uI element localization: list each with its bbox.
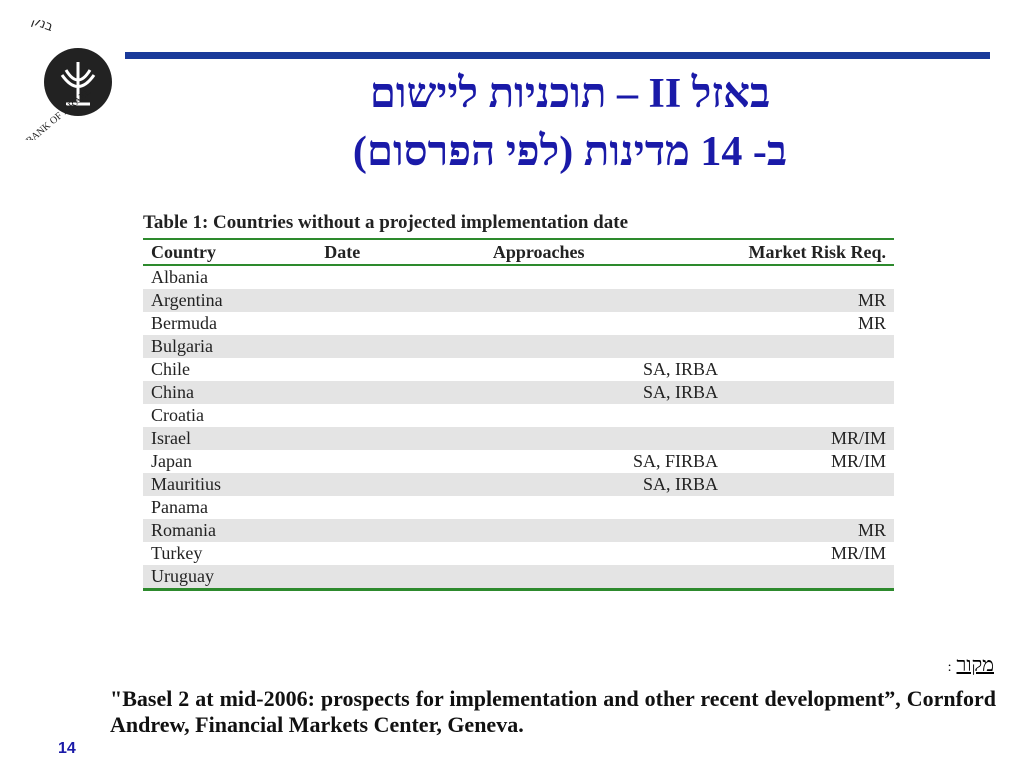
column-header: Date <box>316 238 485 266</box>
table-cell <box>485 312 726 335</box>
table-cell <box>726 358 894 381</box>
table-cell: SA, IRBA <box>484 381 726 404</box>
table-cell: MR/IM <box>830 451 886 471</box>
table-cell <box>726 265 894 289</box>
table-cell: MR/IM <box>830 543 886 563</box>
table-caption: Table 1: Countries without a projected i… <box>143 212 629 233</box>
table-cell: Bermuda <box>151 313 217 333</box>
table-cell: Chile <box>151 359 190 379</box>
table-cell <box>485 496 726 519</box>
table-cell <box>726 404 894 427</box>
table-cell: MR <box>726 519 894 542</box>
table-cell <box>316 450 485 473</box>
table-row: Bermuda MR <box>143 312 894 335</box>
table-cell: Panama <box>151 497 208 517</box>
table-cell: SA, FIRBA <box>632 451 718 471</box>
table-cell: Romania <box>143 519 317 542</box>
table-cell <box>316 265 485 289</box>
title-line: ב- 14 מדינות (לפי הפרסום) <box>352 129 788 175</box>
table-row: Mauritius SA, IRBA <box>143 473 894 496</box>
table-row: Croatia <box>143 404 894 427</box>
column-header: Country <box>143 238 317 266</box>
table-cell: SA, IRBA <box>484 473 726 496</box>
table-cell <box>316 519 485 542</box>
table-cell: SA, IRBA <box>642 359 718 379</box>
source: מקור : <box>948 654 994 677</box>
table-cell: Mauritius <box>143 473 317 496</box>
table-row: Romania MR <box>143 519 894 542</box>
table-cell: Bulgaria <box>143 335 317 358</box>
table-cell <box>316 542 485 565</box>
table-cell <box>316 312 485 335</box>
table-cell <box>316 427 485 450</box>
table-row: Israel MR/IM <box>143 427 894 450</box>
table-cell <box>726 565 894 591</box>
source-separator: : <box>947 660 952 675</box>
table-cell <box>316 289 485 312</box>
table-cell: Israel <box>143 427 317 450</box>
table-cell: Albania <box>151 267 208 287</box>
source-label: מקור <box>956 654 995 676</box>
table-cell: MR <box>726 289 894 312</box>
table: Country Date Approaches Market Risk Req. Alb… <box>143 238 894 591</box>
table-cell <box>316 496 485 519</box>
table-row: Argentina MR <box>143 289 894 312</box>
table-row: Japan SA, FIRBA MR/IM <box>143 450 894 473</box>
table-cell <box>316 358 485 381</box>
table-cell <box>484 427 726 450</box>
table-row: Turkey MR/IM <box>143 542 894 565</box>
table-row: China SA, IRBA <box>143 381 894 404</box>
table-cell: MR/IM <box>726 427 894 450</box>
table-row: Bulgaria <box>143 335 894 358</box>
table-cell <box>485 404 726 427</box>
table-cell <box>726 496 894 519</box>
table-row: Uruguay <box>143 565 894 591</box>
table-cell <box>484 335 726 358</box>
table-cell <box>484 289 726 312</box>
table-row: Albania <box>143 265 894 289</box>
table-cell: Turkey <box>151 543 203 563</box>
logo-menorah <box>60 62 96 106</box>
table-cell <box>485 542 726 565</box>
table-cell <box>316 565 485 591</box>
title-line: באזל II – תוכניות ליישום <box>369 71 771 117</box>
table-cell <box>484 565 726 591</box>
header-rule <box>125 52 990 59</box>
table-cell <box>485 265 726 289</box>
table-cell <box>484 519 726 542</box>
table-cell: Uruguay <box>143 565 317 591</box>
table-cell: Japan <box>151 451 192 471</box>
table-cell <box>726 473 894 496</box>
table-cell: Argentina <box>143 289 317 312</box>
page-number: 14 <box>58 740 76 757</box>
column-header: Approaches <box>484 238 726 266</box>
table-cell: Croatia <box>151 405 204 425</box>
column-header: Market Risk Req. <box>726 238 894 266</box>
citation: "Basel 2 at mid-2006: prospects for impl… <box>110 686 996 737</box>
table-cell: MR <box>857 313 886 333</box>
table-cell <box>316 381 485 404</box>
table-cell: China <box>143 381 317 404</box>
table-row: Chile SA, IRBA <box>143 358 894 381</box>
table-cell <box>316 335 485 358</box>
logo: בנק ישראל BANK OF ISRAEL <box>10 20 112 140</box>
table-cell <box>316 404 485 427</box>
table-cell <box>316 473 485 496</box>
logo-hebrew: בנק ישראל <box>10 20 55 35</box>
table-row: Panama <box>143 496 894 519</box>
table-cell <box>726 335 894 358</box>
table-cell <box>726 381 894 404</box>
